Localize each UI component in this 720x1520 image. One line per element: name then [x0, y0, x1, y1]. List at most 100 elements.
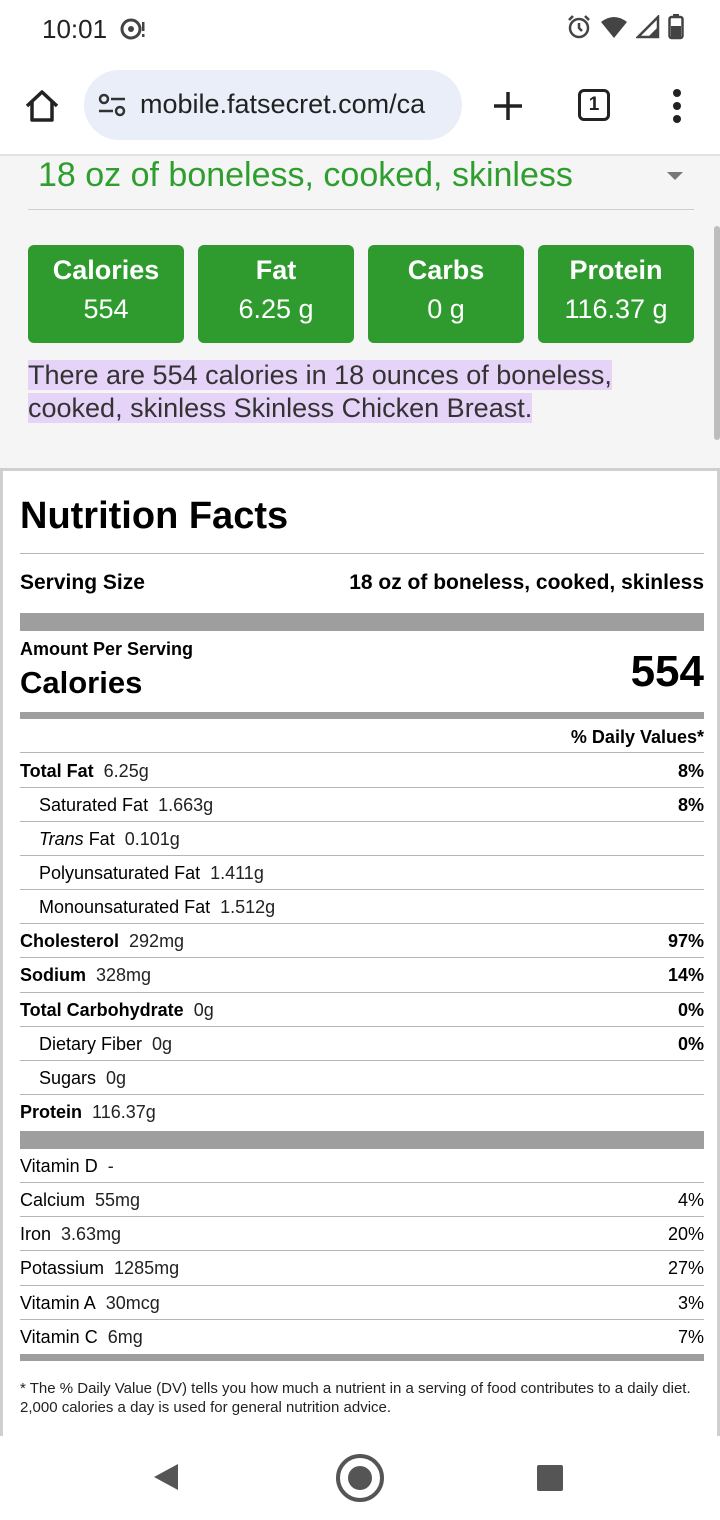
- status-time: 10:01: [42, 14, 108, 44]
- nutrient-dv: 8%: [677, 761, 704, 781]
- divider: [20, 1319, 704, 1320]
- nutrition-facts-title: Nutrition Facts: [20, 495, 289, 537]
- battery-icon: [668, 14, 684, 40]
- nutrient-amount: 55mg: [95, 1190, 141, 1210]
- divider: [20, 1216, 704, 1217]
- nutrient-amount: 1.512g: [220, 897, 276, 917]
- divider: [20, 553, 704, 554]
- nutrient-row-trans-fat: Trans Fat 0.101g: [20, 822, 704, 856]
- divider: [20, 1182, 704, 1183]
- divider: [20, 1060, 704, 1061]
- home-icon[interactable]: [22, 86, 62, 126]
- wifi-icon: [601, 17, 627, 38]
- nutrition-facts-panel: Nutrition Facts Serving Size 18 oz of bo…: [0, 468, 720, 1436]
- divider: [20, 855, 704, 856]
- macro-value: 116.37 g: [564, 294, 668, 324]
- alarm-icon: [568, 15, 590, 39]
- nutrient-amount: 1.663g: [158, 795, 214, 815]
- nutrient-amount: 0g: [152, 1034, 173, 1054]
- nutrient-name: Cholesterol: [20, 931, 120, 951]
- nutrient-name: Protein: [20, 1102, 83, 1122]
- status-bar: 10:01: [0, 0, 720, 56]
- nutrient-amount: 1.411g: [210, 863, 264, 883]
- system-navigation-bar: [0, 1436, 720, 1520]
- nutrient-dv: 20%: [667, 1224, 704, 1244]
- nutrient-name: Dietary Fiber: [39, 1034, 143, 1054]
- nutrient-amount: 6mg: [107, 1327, 143, 1347]
- divider: [20, 1026, 704, 1027]
- nutrient-row-sugars: Sugars 0g: [20, 1061, 704, 1095]
- new-tab-icon[interactable]: [488, 86, 528, 126]
- browser-toolbar: mobile.fatsecret.com/ca 1: [0, 56, 720, 156]
- site-settings-icon[interactable]: [98, 92, 126, 118]
- nutrient-name: Saturated Fat: [39, 795, 149, 815]
- macro-fat: Fat 6.25 g: [198, 245, 354, 343]
- nutrient-name: Vitamin C: [20, 1327, 98, 1347]
- nutrient-dv: 27%: [667, 1258, 704, 1278]
- nutrient-dv: 8%: [677, 795, 704, 815]
- nutrient-name: Monounsaturated Fat: [39, 897, 211, 917]
- macro-value: 6.25 g: [238, 294, 314, 324]
- nutrient-amount: 292mg: [129, 931, 185, 951]
- vitamin-row-iron: Iron 3.63mg 20%: [20, 1217, 704, 1251]
- divider: [20, 889, 704, 890]
- vitamin-row-vitamin-c: Vitamin C 6mg 7%: [20, 1320, 704, 1354]
- signal-icon: [636, 15, 660, 39]
- nutrient-amount: 116.37g: [92, 1102, 156, 1122]
- url-text[interactable]: mobile.fatsecret.com/ca: [140, 89, 426, 119]
- divider: [20, 821, 704, 822]
- nutrient-name: Potassium: [20, 1258, 105, 1278]
- serving-size-dropdown[interactable]: 18 oz of boneless, cooked, skinless: [28, 156, 694, 210]
- nutrient-dv: 0%: [677, 1000, 704, 1020]
- vitamin-row-calcium: Calcium 55mg 4%: [20, 1183, 704, 1217]
- nutrient-name: Vitamin A: [20, 1293, 96, 1313]
- divider: [20, 957, 704, 958]
- nutrient-name: Iron: [20, 1224, 52, 1244]
- nutrient-amount: 30mcg: [105, 1293, 160, 1313]
- calories-value: 554: [630, 647, 704, 696]
- nutrient-dv: 7%: [677, 1327, 704, 1347]
- divider: [20, 1285, 704, 1286]
- nutrient-name: Polyunsaturated Fat: [39, 863, 201, 883]
- serving-size-value: 18 oz of boneless, cooked, skinless: [349, 571, 704, 594]
- divider: [20, 1094, 704, 1095]
- nutrient-row-total-fat: Total Fat 6.25g 8%: [20, 754, 704, 788]
- more-menu-icon[interactable]: [662, 86, 692, 126]
- nutrient-row-saturated-fat: Saturated Fat 1.663g 8%: [20, 788, 704, 822]
- nutrient-name: Calcium: [20, 1190, 86, 1210]
- nutrient-name: Sugars: [39, 1068, 97, 1088]
- page-content: 18 oz of boneless, cooked, skinless Calo…: [0, 156, 720, 1436]
- nutrient-dv: 14%: [667, 965, 704, 985]
- macro-summary: Calories 554 Fat 6.25 g Carbs 0 g Protei…: [28, 245, 694, 343]
- nutrient-row-monounsaturated-fat: Monounsaturated Fat 1.512g: [20, 890, 704, 924]
- nutrient-dv: 97%: [667, 931, 704, 951]
- home-nav-icon[interactable]: [334, 1452, 386, 1504]
- recent-apps-icon[interactable]: [537, 1465, 563, 1491]
- divider-medium: [20, 1354, 704, 1361]
- nutrient-amount: -: [107, 1156, 114, 1176]
- calorie-summary-text: There are 554 calories in 18 ounces of b…: [28, 360, 612, 423]
- scrollbar[interactable]: [714, 226, 720, 440]
- vitamin-row-potassium: Potassium 1285mg 27%: [20, 1251, 704, 1285]
- macro-label: Protein: [569, 255, 663, 285]
- daily-value-footnote: * The % Daily Value (DV) tells you how m…: [20, 1380, 691, 1416]
- macro-label: Carbs: [407, 255, 485, 285]
- divider-thick: [20, 613, 704, 631]
- divider: [20, 787, 704, 788]
- nutrient-amount: 328mg: [96, 965, 152, 985]
- vitamin-row-vitamin-a: Vitamin A 30mcg 3%: [20, 1286, 704, 1320]
- address-bar[interactable]: mobile.fatsecret.com/ca: [84, 70, 462, 140]
- nutrient-dv: 3%: [677, 1293, 704, 1313]
- tab-switcher-button[interactable]: 1: [578, 89, 610, 121]
- divider-medium: [20, 712, 704, 719]
- nutrient-name: Fat: [83, 829, 115, 849]
- back-icon[interactable]: [152, 1462, 180, 1492]
- nutrient-amount: 3.63mg: [61, 1224, 122, 1244]
- macro-protein: Protein 116.37 g: [538, 245, 694, 343]
- nutrient-dv: 0%: [677, 1034, 704, 1054]
- nutrient-amount: 0.101g: [124, 829, 180, 849]
- chevron-down-icon[interactable]: [666, 170, 684, 182]
- serving-size-selected[interactable]: 18 oz of boneless, cooked, skinless: [38, 156, 573, 194]
- macro-label: Calories: [52, 255, 160, 285]
- divider: [20, 923, 704, 924]
